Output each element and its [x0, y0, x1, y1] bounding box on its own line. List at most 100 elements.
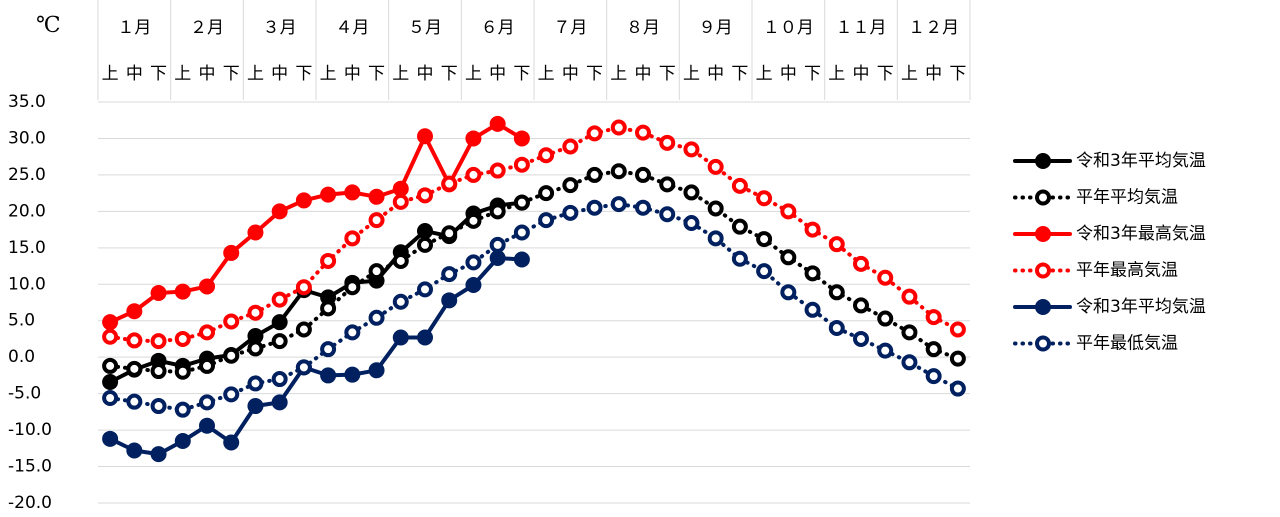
x-tick-label: 中	[271, 64, 288, 84]
data-point	[562, 138, 579, 155]
data-point	[320, 367, 337, 384]
month-label: １２月	[908, 18, 959, 38]
x-tick-label: 中	[344, 64, 361, 84]
data-point	[271, 333, 288, 350]
y-tick-label: -20.0	[8, 493, 52, 513]
y-tick-label: 20.0	[8, 201, 46, 221]
data-point	[659, 134, 676, 151]
data-point	[465, 166, 482, 183]
data-point	[295, 321, 312, 338]
legend-label: 平年最高気温	[1076, 261, 1178, 281]
x-tick-label: 上	[901, 64, 918, 84]
data-point	[174, 433, 191, 450]
x-tick-label: 中	[417, 64, 434, 84]
data-point	[295, 279, 312, 296]
x-tick-label: 上	[465, 64, 482, 84]
data-point	[441, 175, 458, 192]
data-point	[949, 321, 966, 338]
data-point	[392, 329, 409, 346]
data-point	[901, 354, 918, 371]
x-tick-label: 下	[223, 64, 240, 84]
x-tick-label: 上	[320, 64, 337, 84]
data-point	[635, 124, 651, 141]
data-point	[223, 244, 240, 261]
data-point	[102, 357, 119, 374]
data-point	[320, 289, 337, 306]
data-point	[828, 236, 845, 253]
data-point	[780, 249, 797, 266]
data-point	[344, 324, 361, 341]
x-tick-label: 下	[659, 64, 676, 84]
data-point	[102, 430, 119, 447]
header-separators	[97, 0, 971, 100]
data-point	[102, 314, 119, 331]
data-point	[877, 310, 894, 327]
data-point	[368, 212, 385, 229]
data-point	[417, 329, 433, 346]
x-tick-label: 上	[247, 64, 264, 84]
data-point	[513, 251, 530, 268]
x-tick-label: 下	[731, 64, 748, 84]
legend-marker	[1035, 189, 1051, 206]
data-point	[780, 203, 797, 220]
y-tick-label: 30.0	[8, 128, 46, 148]
data-point	[489, 203, 506, 220]
data-point	[731, 177, 748, 194]
y-tick-label: 5.0	[8, 311, 35, 331]
legend-marker	[1035, 262, 1051, 279]
data-point	[174, 330, 191, 347]
month-label: ７月	[553, 18, 587, 38]
data-point	[392, 293, 409, 310]
data-point	[513, 194, 530, 211]
data-point	[925, 341, 942, 358]
x-tick-label: 上	[392, 64, 409, 84]
data-point	[731, 250, 748, 267]
data-point	[925, 309, 942, 326]
data-point	[223, 313, 240, 330]
legend-marker	[1035, 153, 1051, 169]
data-point	[199, 324, 215, 341]
data-point	[707, 230, 724, 247]
y-unit: ℃	[36, 13, 61, 38]
data-point	[513, 224, 530, 241]
data-point	[199, 357, 215, 374]
data-point	[150, 333, 167, 350]
data-point	[465, 130, 482, 147]
data-point	[223, 347, 240, 364]
month-label: １月	[117, 18, 151, 38]
legend-label: 令和3年平均気温	[1076, 297, 1206, 317]
data-point	[465, 212, 482, 229]
x-tick-label: 中	[925, 64, 942, 84]
data-point	[562, 177, 579, 194]
x-tick-label: 中	[489, 64, 506, 84]
data-point	[901, 288, 918, 305]
data-point	[247, 328, 264, 345]
data-point	[368, 188, 385, 205]
x-tick-label: 下	[804, 64, 821, 84]
data-point	[126, 303, 143, 320]
month-label: ４月	[335, 18, 369, 38]
y-tick-label: -10.0	[8, 420, 52, 440]
data-point	[247, 340, 264, 357]
data-point	[150, 363, 167, 380]
data-point	[441, 225, 458, 242]
data-point	[247, 375, 264, 392]
data-point	[804, 301, 821, 318]
data-point	[417, 128, 433, 145]
legend-label: 平年平均気温	[1076, 188, 1178, 208]
y-tick-label: -5.0	[8, 384, 41, 404]
data-point	[368, 309, 385, 326]
data-point	[853, 297, 869, 314]
data-point	[344, 184, 361, 201]
month-label: １１月	[836, 18, 887, 38]
data-point	[610, 163, 627, 180]
y-tick-label: -15.0	[8, 457, 52, 477]
data-point	[707, 158, 724, 175]
data-point	[756, 263, 773, 280]
data-point	[828, 320, 845, 337]
month-label: ５月	[408, 18, 442, 38]
data-point	[199, 278, 215, 295]
x-tick-label: 下	[586, 64, 603, 84]
data-point	[465, 254, 482, 271]
x-tick-label: 下	[368, 64, 385, 84]
